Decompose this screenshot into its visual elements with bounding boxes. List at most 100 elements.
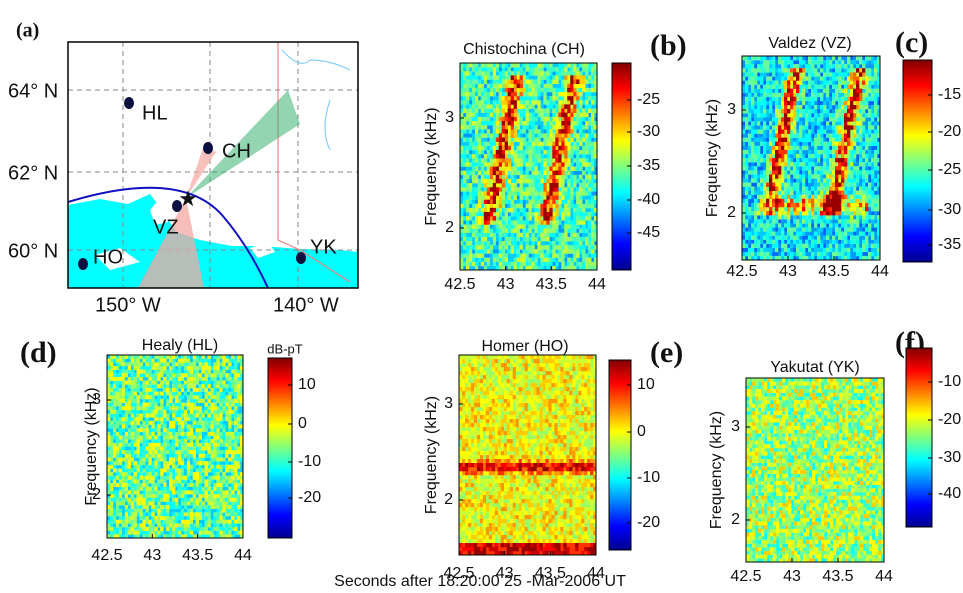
panel-title: Healy (HL) xyxy=(142,337,218,354)
spectrogram-cells xyxy=(742,56,881,261)
station-label: VZ xyxy=(153,216,179,238)
x-tick-label: 44 xyxy=(871,263,889,280)
colorbar-tick-label: -20 xyxy=(938,123,961,140)
spectrogram-cells xyxy=(754,68,878,224)
lat-label: 64° N xyxy=(8,80,58,102)
source-star: ★ xyxy=(178,186,198,211)
spectrogram-panel: Chistochina (CH) (b) Frequency (kHz) 3 2 42.5… xyxy=(423,29,686,293)
y-tick-label: 2 xyxy=(445,219,454,236)
colorbar-tick-label: -30 xyxy=(938,449,961,466)
x-tick-label: 43.5 xyxy=(536,276,567,293)
river xyxy=(281,49,351,151)
colorbar-tick-label: -20 xyxy=(298,489,321,506)
lon-label: 140° W xyxy=(273,294,339,316)
x-tick-label: 44 xyxy=(234,547,252,564)
spectrogram-cells xyxy=(746,378,885,563)
spectrogram-cells xyxy=(769,68,866,212)
lat-label: 62° N xyxy=(8,162,58,184)
sea xyxy=(68,194,358,288)
colorbar xyxy=(267,357,293,539)
colorbar-tick-label: -30 xyxy=(637,123,660,140)
caption: Seconds after 18:20:00 25 -Mar-2006 UT xyxy=(334,573,626,590)
y-tick-label: 3 xyxy=(445,109,454,126)
panel-title: Yakutat (YK) xyxy=(770,359,860,376)
x-tick-label: 42.5 xyxy=(443,565,474,582)
spectrogram-cells xyxy=(460,63,598,271)
panel-title: Valdez (VZ) xyxy=(768,35,851,52)
axes-frame xyxy=(459,62,598,271)
spectrogram-cells xyxy=(763,68,866,220)
panel-label: (b) xyxy=(650,29,687,62)
arrival-cone xyxy=(186,90,300,198)
colorbar-tick-label: 0 xyxy=(298,415,307,432)
axes-frame xyxy=(106,354,244,539)
y-axis-label: Frequency (kHz) xyxy=(423,107,440,225)
colorbar-tick-label: 10 xyxy=(298,376,316,393)
axes-frame xyxy=(745,377,885,563)
colorbar-tick-label: -15 xyxy=(938,86,961,103)
colorbar-tick-label: -10 xyxy=(938,373,961,390)
x-tick-label: 43 xyxy=(497,276,515,293)
spectrogram-cells xyxy=(459,355,597,544)
spectrogram-cells xyxy=(459,459,597,556)
y-tick-label: 2 xyxy=(92,486,101,503)
colorbar-tick-label: -40 xyxy=(637,191,660,208)
colorbar-label: dB-pT xyxy=(267,341,302,356)
x-tick-label: 44 xyxy=(587,565,605,582)
y-axis-label: Frequency (kHz) xyxy=(83,387,100,505)
y-tick-label: 2 xyxy=(727,204,736,221)
colorbar-tick-label: -35 xyxy=(637,157,660,174)
x-tick-label: 43 xyxy=(783,568,801,585)
spectrogram-cells xyxy=(757,76,869,216)
spectrogram-cells xyxy=(746,378,885,563)
spectrogram-cells xyxy=(459,355,597,544)
colorbar-tick-label: -30 xyxy=(938,201,961,218)
colorbar-tick-label: 10 xyxy=(637,376,655,393)
colorbar-tick-label: -10 xyxy=(298,453,321,470)
island xyxy=(150,198,172,225)
x-tick-label: 42.5 xyxy=(91,547,122,564)
axes-frame xyxy=(458,354,597,556)
spectrogram-cells xyxy=(766,68,866,216)
colorbar-tick-label: -25 xyxy=(637,91,660,108)
colorbar-tick-label: -40 xyxy=(938,485,961,502)
spectrogram-cells xyxy=(460,67,598,271)
spectrogram-cells xyxy=(107,355,244,539)
station-label: CH xyxy=(222,140,251,162)
colorbar xyxy=(905,347,933,528)
station-label: HO xyxy=(93,246,123,268)
map: ★ HL CH VZ HO YK 64° N 62° N 60° N 150° … xyxy=(8,20,359,316)
panel-label: (d) xyxy=(20,336,57,369)
y-tick-label: 3 xyxy=(727,101,736,118)
x-tick-label: 42.5 xyxy=(726,263,757,280)
x-tick-label: 43.5 xyxy=(818,263,849,280)
island xyxy=(95,248,140,270)
spectrogram-cells xyxy=(483,75,580,221)
colorbar-tick-label: 0 xyxy=(637,423,646,440)
y-tick-label: 3 xyxy=(731,418,740,435)
stations xyxy=(78,97,306,270)
spectrogram-panel: Healy (HL) (d) Frequency (kHz)3 2 42.5 43 43.5… xyxy=(20,336,321,564)
y-axis-label: Frequency (kHz) xyxy=(708,411,725,529)
spectrogram-cells xyxy=(467,459,597,476)
x-tick-label: 43 xyxy=(779,263,797,280)
panel-label: (c) xyxy=(895,26,928,59)
x-tick-label: 44 xyxy=(875,568,893,585)
colorbar-tick-label: -10 xyxy=(637,469,660,486)
colorbar-tick-label: -35 xyxy=(938,236,961,253)
x-tick-label: 43 xyxy=(143,547,161,564)
x-tick-label: 43.5 xyxy=(182,547,213,564)
island xyxy=(250,242,275,258)
spectrogram-cells xyxy=(483,79,574,225)
y-tick-label: 3 xyxy=(92,391,101,408)
y-tick-label: 2 xyxy=(731,511,740,528)
colorbar xyxy=(608,359,632,551)
spectrogram-panel: Valdez (VZ) (c) Frequency (kHz) 3 2 42.5 43 43.… xyxy=(704,26,961,280)
y-tick-label: 2 xyxy=(444,491,453,508)
y-axis-label: Frequency (kHz) xyxy=(704,99,721,217)
spectrogram-cells xyxy=(107,355,244,539)
boundary-curve xyxy=(67,186,269,289)
lon-label: 150° W xyxy=(95,294,161,316)
